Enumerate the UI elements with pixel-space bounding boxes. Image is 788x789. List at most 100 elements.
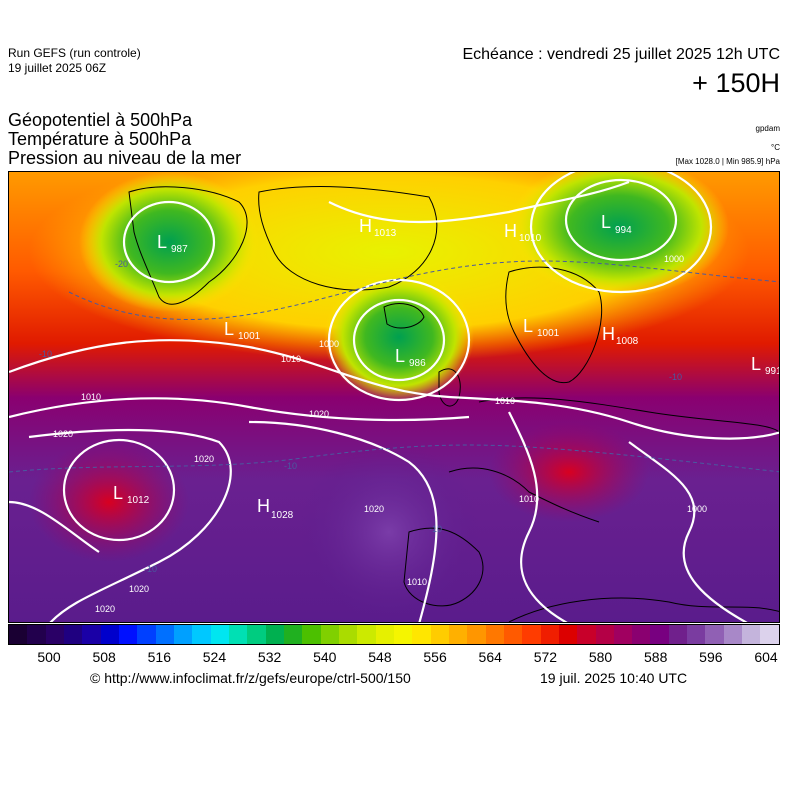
isobar-label: 1020 — [53, 429, 73, 439]
scale-swatch — [9, 625, 28, 644]
generated-date: 19 juil. 2025 10:40 UTC — [540, 670, 688, 686]
scale-swatch — [540, 625, 559, 644]
forecast-horizon: + 150H — [692, 68, 780, 98]
scale-swatch — [338, 625, 358, 644]
scale-tick-label: 540 — [313, 649, 337, 665]
isobar-label: 1010 — [407, 577, 427, 587]
isobar-label: 1020 — [129, 584, 149, 594]
scale-swatch — [155, 625, 174, 644]
center-type: H — [359, 216, 372, 236]
scale-swatch — [302, 625, 321, 644]
scale-swatch — [137, 625, 156, 644]
center-type: L — [113, 483, 123, 503]
center-type: L — [751, 354, 761, 374]
center-type: H — [602, 324, 615, 344]
center-value: 994 — [615, 225, 632, 236]
scale-tick-label: 596 — [699, 649, 723, 665]
scale-swatch — [63, 625, 83, 644]
scale-tick-label: 532 — [257, 649, 282, 665]
isobar-label: 1010 — [495, 396, 515, 406]
scale-swatch — [45, 625, 64, 644]
isobar-label: 1020 — [364, 504, 384, 514]
scale-swatch — [632, 625, 651, 644]
scale-tick-label: 604 — [754, 649, 778, 665]
center-type: L — [601, 212, 611, 232]
scale-swatch — [100, 625, 119, 644]
scale-swatch — [430, 625, 449, 644]
scale-tick-label: 508 — [92, 649, 116, 665]
temperature-label: -10 — [669, 372, 682, 382]
scale-swatch — [247, 625, 266, 644]
scale-swatch — [760, 625, 779, 644]
center-value: 1001 — [238, 331, 261, 342]
scale-swatch — [448, 625, 468, 644]
unit-pressure: [Max 1028.0 | Min 985.9] hPa — [675, 157, 780, 166]
isobar-label: 1020 — [95, 604, 115, 614]
center-value: 1012 — [127, 495, 150, 506]
temperature-label: -10 — [144, 564, 157, 574]
center-type: L — [157, 232, 167, 252]
scale-swatch — [192, 625, 211, 644]
scale-swatch — [82, 625, 101, 644]
center-value: 986 — [409, 358, 426, 369]
color-scale — [8, 624, 780, 645]
weather-map[interactable]: L 987 H 1013 H 1010 L 994 L 1001 L 986 L… — [8, 171, 780, 623]
scale-swatch — [723, 625, 743, 644]
scale-tick-label: 564 — [478, 649, 502, 665]
temperature-label: -20 — [115, 259, 128, 269]
isobar-label: 1010 — [281, 354, 301, 364]
isobar-label: 1010 — [81, 392, 101, 402]
scale-tick-label: 500 — [37, 649, 61, 665]
warm-field-atlantic — [29, 442, 189, 562]
low-field-iceland — [324, 272, 474, 402]
scale-swatch — [613, 625, 633, 644]
center-type: L — [395, 346, 405, 366]
center-type: L — [224, 319, 234, 339]
isobar-label: 1010 — [519, 494, 539, 504]
low-field-barents — [509, 172, 729, 297]
copyright-url[interactable]: © http://www.infoclimat.fr/z/gefs/europe… — [90, 670, 411, 686]
scale-swatch — [118, 625, 138, 644]
scale-swatch — [558, 625, 578, 644]
cool-field-iberia — [299, 442, 479, 622]
scale-swatch — [485, 625, 504, 644]
scale-swatch — [393, 625, 413, 644]
warm-field-central-europe — [489, 422, 649, 522]
scale-swatch — [27, 625, 46, 644]
variable-temperature: Température à 500hPa — [8, 129, 192, 149]
temperature-label: -10 — [284, 461, 297, 471]
scale-swatch — [210, 625, 229, 644]
pressure-centers: L 987 H 1013 H 1010 L 994 L 1001 L 986 L… — [113, 212, 779, 521]
unit-geopotential: gpdam — [755, 124, 780, 133]
scale-swatch — [503, 625, 523, 644]
temperature-label: -10 — [39, 349, 52, 359]
scale-tick-label: 588 — [644, 649, 668, 665]
center-type: H — [504, 221, 517, 241]
isobar-label: 1020 — [309, 409, 329, 419]
isobar-label: 1020 — [194, 454, 214, 464]
center-value: 1008 — [616, 336, 639, 347]
run-date: 19 juillet 2025 06Z — [8, 61, 107, 75]
center-value: 987 — [171, 244, 188, 255]
isobars — [9, 172, 779, 622]
variable-geopotential: Géopotentiel à 500hPa — [8, 110, 193, 130]
scale-swatch — [357, 625, 376, 644]
scale-tick-label: 572 — [533, 649, 558, 665]
scale-tick-label: 556 — [423, 649, 447, 665]
coastlines — [128, 186, 779, 622]
scale-tick-label: 524 — [202, 649, 227, 665]
scale-swatch — [577, 625, 596, 644]
temperature-labels: -20 -10 -10 -10 -10 -10 — [39, 259, 682, 574]
scale-swatch — [283, 625, 303, 644]
low-field-greenland — [79, 172, 259, 312]
scale-swatch — [522, 625, 541, 644]
scale-swatch — [467, 625, 486, 644]
scale-swatch — [650, 625, 669, 644]
scale-swatch — [687, 625, 706, 644]
center-type: H — [257, 496, 270, 516]
isobar-label: 1000 — [319, 339, 339, 349]
variable-pressure: Pression au niveau de la mer — [8, 148, 242, 168]
center-type: L — [523, 316, 533, 336]
scale-tick-label: 516 — [147, 649, 171, 665]
center-value: 1010 — [519, 233, 542, 244]
